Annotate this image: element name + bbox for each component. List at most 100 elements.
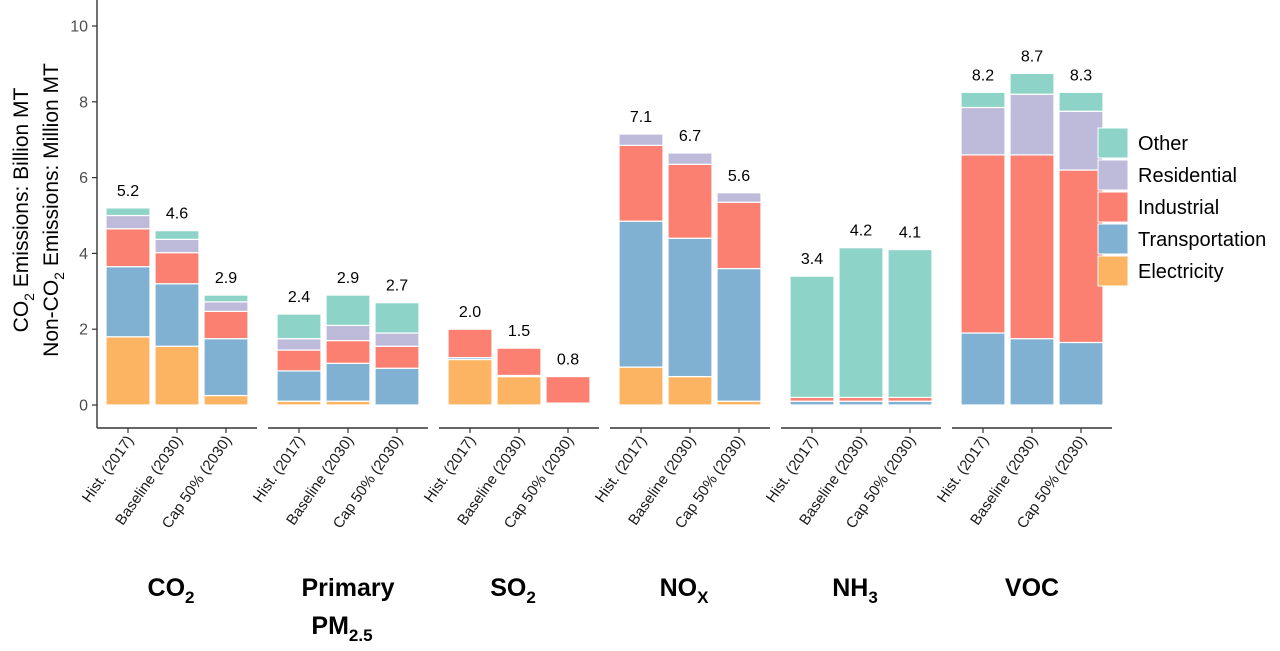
- bar-segment-other: [789, 275, 835, 399]
- bar-segment-industrial: [374, 345, 420, 369]
- bar-segment-transportation: [716, 267, 762, 402]
- y-tick-label: 0: [79, 398, 88, 415]
- bar-total-label: 8.7: [1021, 48, 1043, 65]
- bar-segment-residential: [618, 133, 664, 146]
- bar-segment-other: [1009, 72, 1055, 95]
- bar-segment-residential: [716, 192, 762, 203]
- bar-segment-electricity: [154, 345, 200, 406]
- bar-total-label: 4.6: [166, 206, 188, 223]
- bar-total-label: 2.9: [215, 270, 237, 287]
- bar-segment-industrial: [154, 252, 200, 285]
- bar-total-label: 2.4: [288, 289, 310, 306]
- legend-swatch-transportation: [1097, 223, 1129, 255]
- bar-segment-transportation: [105, 266, 151, 338]
- y-axis-label-line1: CO2 Emissions: Billion MT: [10, 87, 37, 332]
- bar-segment-other: [374, 302, 420, 334]
- bar-segment-industrial: [545, 375, 591, 404]
- legend-label-electricity: Electricity: [1138, 261, 1224, 283]
- legend-label-residential: Residential: [1138, 165, 1237, 187]
- bar-segment-transportation: [1009, 338, 1055, 406]
- label-part: 2: [51, 272, 67, 280]
- bar-segment-electricity: [447, 358, 493, 406]
- bar-total-label: 1.5: [508, 323, 530, 340]
- bar-total-label: 5.2: [117, 183, 139, 200]
- bar-total-label: 8.2: [972, 67, 994, 84]
- bar-total-label: 2.0: [459, 304, 481, 321]
- bar-segment-industrial: [496, 347, 542, 377]
- bar-total-label: 2.7: [386, 278, 408, 295]
- bar-total-label: 0.8: [557, 352, 579, 369]
- bar-segment-industrial: [960, 154, 1006, 334]
- bar-segment-residential: [325, 324, 371, 342]
- label-part: SO: [490, 574, 526, 602]
- bar-segment-other: [1058, 91, 1104, 112]
- label-part: 2: [21, 293, 37, 301]
- label-part: VOC: [1005, 574, 1059, 602]
- legend-label-other: Other: [1138, 133, 1188, 155]
- label-part: 2: [185, 588, 194, 607]
- bar-total-label: 2.9: [337, 270, 359, 287]
- group-title: Primary: [301, 574, 394, 602]
- bar-segment-industrial: [105, 228, 151, 268]
- bar-segment-electricity: [618, 366, 664, 406]
- bar-total-label: 3.4: [801, 251, 823, 268]
- group-title: NH3: [832, 574, 878, 607]
- bar-segment-residential: [105, 214, 151, 230]
- bar-segment-other: [325, 294, 371, 327]
- bar-segment-electricity: [105, 336, 151, 406]
- bar-segment-industrial: [447, 328, 493, 359]
- y-tick-label: 4: [79, 246, 88, 263]
- bar-segment-industrial: [203, 310, 249, 340]
- bar-segment-residential: [154, 238, 200, 254]
- group-title: CO2: [148, 574, 195, 607]
- bar-total-label: 8.3: [1070, 67, 1092, 84]
- legend-swatch-residential: [1097, 159, 1129, 191]
- bar-segment-other: [276, 313, 322, 340]
- bar-segment-residential: [1009, 93, 1055, 156]
- bar-segment-industrial: [618, 144, 664, 222]
- bar-segment-residential: [960, 106, 1006, 156]
- bar-total-label: 7.1: [630, 109, 652, 126]
- legend-swatch-electricity: [1097, 255, 1129, 287]
- bar-segment-other: [960, 91, 1006, 109]
- bar-segment-residential: [203, 301, 249, 312]
- group-title: NOX: [660, 574, 710, 607]
- bar-segment-other: [203, 294, 249, 303]
- legend-swatch-industrial: [1097, 191, 1129, 223]
- y-tick-label: 6: [79, 170, 88, 187]
- y-axis-label-line2: Non-CO2 Emissions: Million MT: [40, 63, 67, 357]
- legend-label-industrial: Industrial: [1138, 197, 1219, 219]
- bar-segment-industrial: [1009, 154, 1055, 340]
- label-part: Emissions: Billion MT: [10, 87, 33, 293]
- legend-swatch-other: [1097, 127, 1129, 159]
- bar-total-label: 4.2: [850, 223, 872, 240]
- bar-segment-transportation: [960, 332, 1006, 406]
- bar-segment-other: [105, 207, 151, 217]
- label-part: X: [697, 588, 709, 607]
- group-title: SO2: [490, 574, 536, 607]
- y-tick-label: 8: [79, 94, 88, 111]
- bar-segment-industrial: [1058, 169, 1104, 344]
- bar-segment-transportation: [154, 283, 200, 347]
- bar-segment-other: [887, 249, 933, 399]
- bar-segment-transportation: [374, 367, 420, 406]
- label-part: PM: [311, 612, 349, 640]
- bar-segment-transportation: [667, 237, 713, 378]
- group-title: VOC: [1005, 574, 1059, 602]
- bar-segment-transportation: [325, 362, 371, 402]
- label-part: Emissions: Million MT: [40, 63, 63, 272]
- bar-segment-industrial: [667, 163, 713, 239]
- bar-segment-electricity: [203, 394, 249, 406]
- label-part: CO: [148, 574, 186, 602]
- bar-segment-transportation: [618, 220, 664, 368]
- label-part: 3: [868, 588, 877, 607]
- bar-segment-residential: [667, 152, 713, 165]
- bar-segment-electricity: [667, 375, 713, 406]
- label-part: NO: [660, 574, 698, 602]
- y-tick-label: 10: [70, 19, 88, 36]
- label-part: 2: [526, 588, 535, 607]
- bar-segment-other: [838, 247, 884, 399]
- y-tick-label: 2: [79, 322, 88, 339]
